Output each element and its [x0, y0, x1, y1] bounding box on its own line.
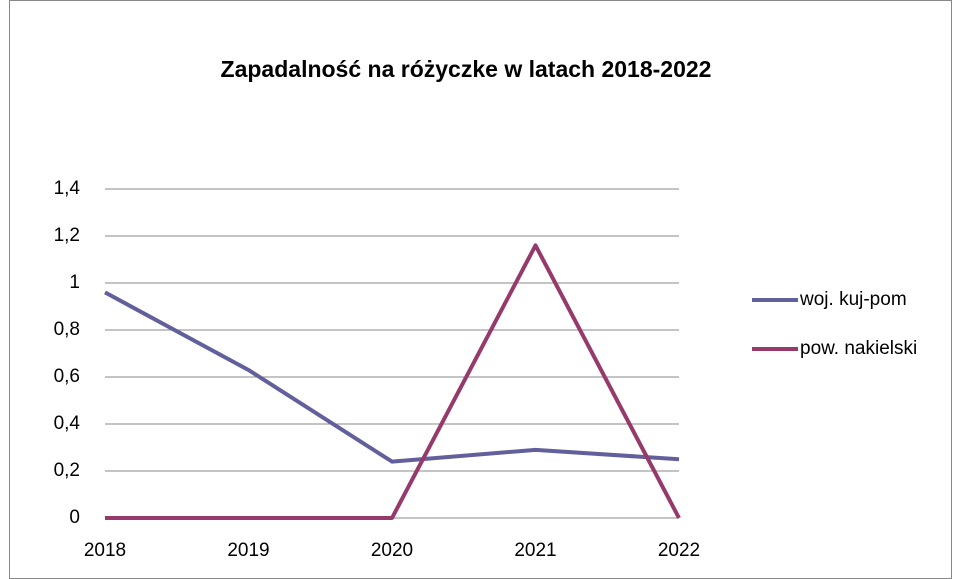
x-tick-label: 2018 [84, 540, 126, 561]
y-tick-label: 1,4 [54, 178, 81, 199]
x-tick-label: 2020 [371, 540, 413, 561]
y-tick-label: 0,4 [54, 413, 81, 434]
chart-title: Zapadalność na różyczke w latach 2018-20… [221, 56, 712, 82]
legend-label: pow. nakielski [800, 338, 917, 359]
x-tick-label: 2022 [658, 540, 700, 561]
legend-label: woj. kuj-pom [799, 289, 907, 310]
x-tick-label: 2021 [514, 540, 556, 561]
y-tick-label: 1 [69, 272, 80, 293]
y-tick-label: 0,2 [54, 460, 80, 481]
series-line [105, 243, 681, 520]
y-tick-label: 0,6 [54, 366, 80, 387]
y-tick-label: 0 [69, 507, 80, 528]
y-tick-label: 0,8 [54, 319, 80, 340]
y-tick-label: 1,2 [54, 225, 80, 246]
series-line [104, 290, 680, 464]
x-tick-label: 2019 [227, 540, 269, 561]
chart-frame [9, 0, 952, 579]
